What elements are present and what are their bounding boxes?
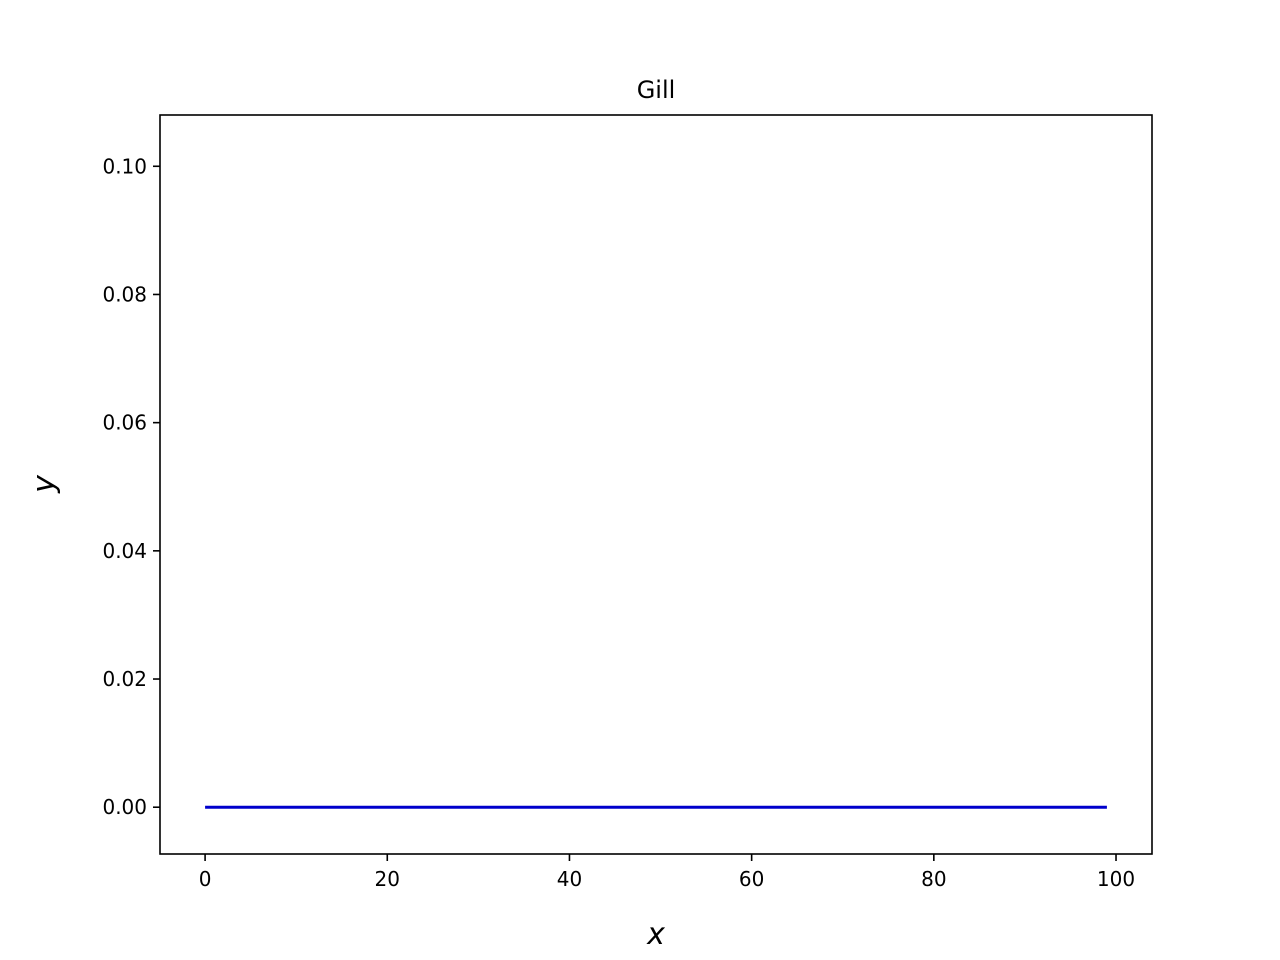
- y-tick-label: 0.04: [102, 539, 147, 563]
- y-tick-label: 0.02: [102, 667, 147, 691]
- x-tick-label: 80: [921, 867, 946, 891]
- x-axis-ticks: 0 20 40 60 80 100: [199, 854, 1135, 891]
- y-tick-label: 0.06: [102, 411, 147, 435]
- y-axis-label: y: [27, 474, 62, 494]
- y-tick-label: 0.10: [102, 154, 147, 178]
- chart-title: Gill: [637, 76, 676, 104]
- x-tick-label: 100: [1097, 867, 1135, 891]
- x-tick-label: 40: [557, 867, 582, 891]
- y-tick-label: 0.08: [102, 282, 147, 306]
- y-tick-label: 0.00: [102, 795, 147, 819]
- x-tick-label: 0: [199, 867, 212, 891]
- x-tick-label: 20: [375, 867, 400, 891]
- x-axis-label: x: [646, 917, 665, 952]
- x-tick-label: 60: [739, 867, 764, 891]
- y-axis-ticks: 0.00 0.02 0.04 0.06 0.08 0.10: [102, 154, 160, 819]
- plot-frame: [159, 114, 1153, 855]
